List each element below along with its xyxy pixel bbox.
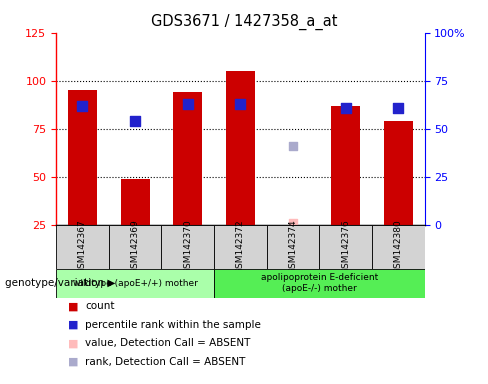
Point bbox=[131, 118, 139, 124]
Text: GSM142367: GSM142367 bbox=[78, 219, 87, 274]
Bar bbox=[266, 225, 319, 269]
Bar bbox=[162, 225, 214, 269]
Point bbox=[342, 104, 349, 111]
Bar bbox=[384, 121, 413, 225]
Text: ■: ■ bbox=[68, 301, 79, 311]
Text: GSM142380: GSM142380 bbox=[394, 219, 403, 274]
Bar bbox=[68, 90, 97, 225]
Bar bbox=[226, 71, 255, 225]
Bar bbox=[109, 225, 162, 269]
Text: genotype/variation ▶: genotype/variation ▶ bbox=[5, 278, 115, 288]
Text: wildtype (apoE+/+) mother: wildtype (apoE+/+) mother bbox=[73, 279, 198, 288]
Text: GSM142370: GSM142370 bbox=[183, 219, 192, 274]
Text: count: count bbox=[85, 301, 115, 311]
Text: rank, Detection Call = ABSENT: rank, Detection Call = ABSENT bbox=[85, 357, 246, 367]
Point bbox=[79, 103, 86, 109]
Text: GDS3671 / 1427358_a_at: GDS3671 / 1427358_a_at bbox=[151, 13, 337, 30]
Bar bbox=[331, 106, 360, 225]
Text: GSM142372: GSM142372 bbox=[236, 219, 245, 274]
Text: apolipoprotein E-deficient
(apoE-/-) mother: apolipoprotein E-deficient (apoE-/-) mot… bbox=[261, 273, 378, 293]
Bar bbox=[372, 225, 425, 269]
Point bbox=[237, 101, 244, 107]
Point bbox=[289, 143, 297, 149]
Text: GSM142369: GSM142369 bbox=[131, 219, 140, 274]
Bar bbox=[56, 225, 109, 269]
Point bbox=[184, 101, 192, 107]
Bar bbox=[319, 225, 372, 269]
Text: ■: ■ bbox=[68, 320, 79, 330]
Bar bbox=[214, 269, 425, 298]
Text: ■: ■ bbox=[68, 357, 79, 367]
Bar bbox=[173, 92, 202, 225]
Text: ■: ■ bbox=[68, 338, 79, 348]
Text: GSM142374: GSM142374 bbox=[288, 219, 298, 274]
Bar bbox=[214, 225, 266, 269]
Bar bbox=[121, 179, 149, 225]
Text: value, Detection Call = ABSENT: value, Detection Call = ABSENT bbox=[85, 338, 251, 348]
Text: percentile rank within the sample: percentile rank within the sample bbox=[85, 320, 261, 330]
Text: GSM142376: GSM142376 bbox=[341, 219, 350, 274]
Bar bbox=[56, 269, 214, 298]
Point bbox=[394, 104, 402, 111]
Point bbox=[289, 220, 297, 226]
